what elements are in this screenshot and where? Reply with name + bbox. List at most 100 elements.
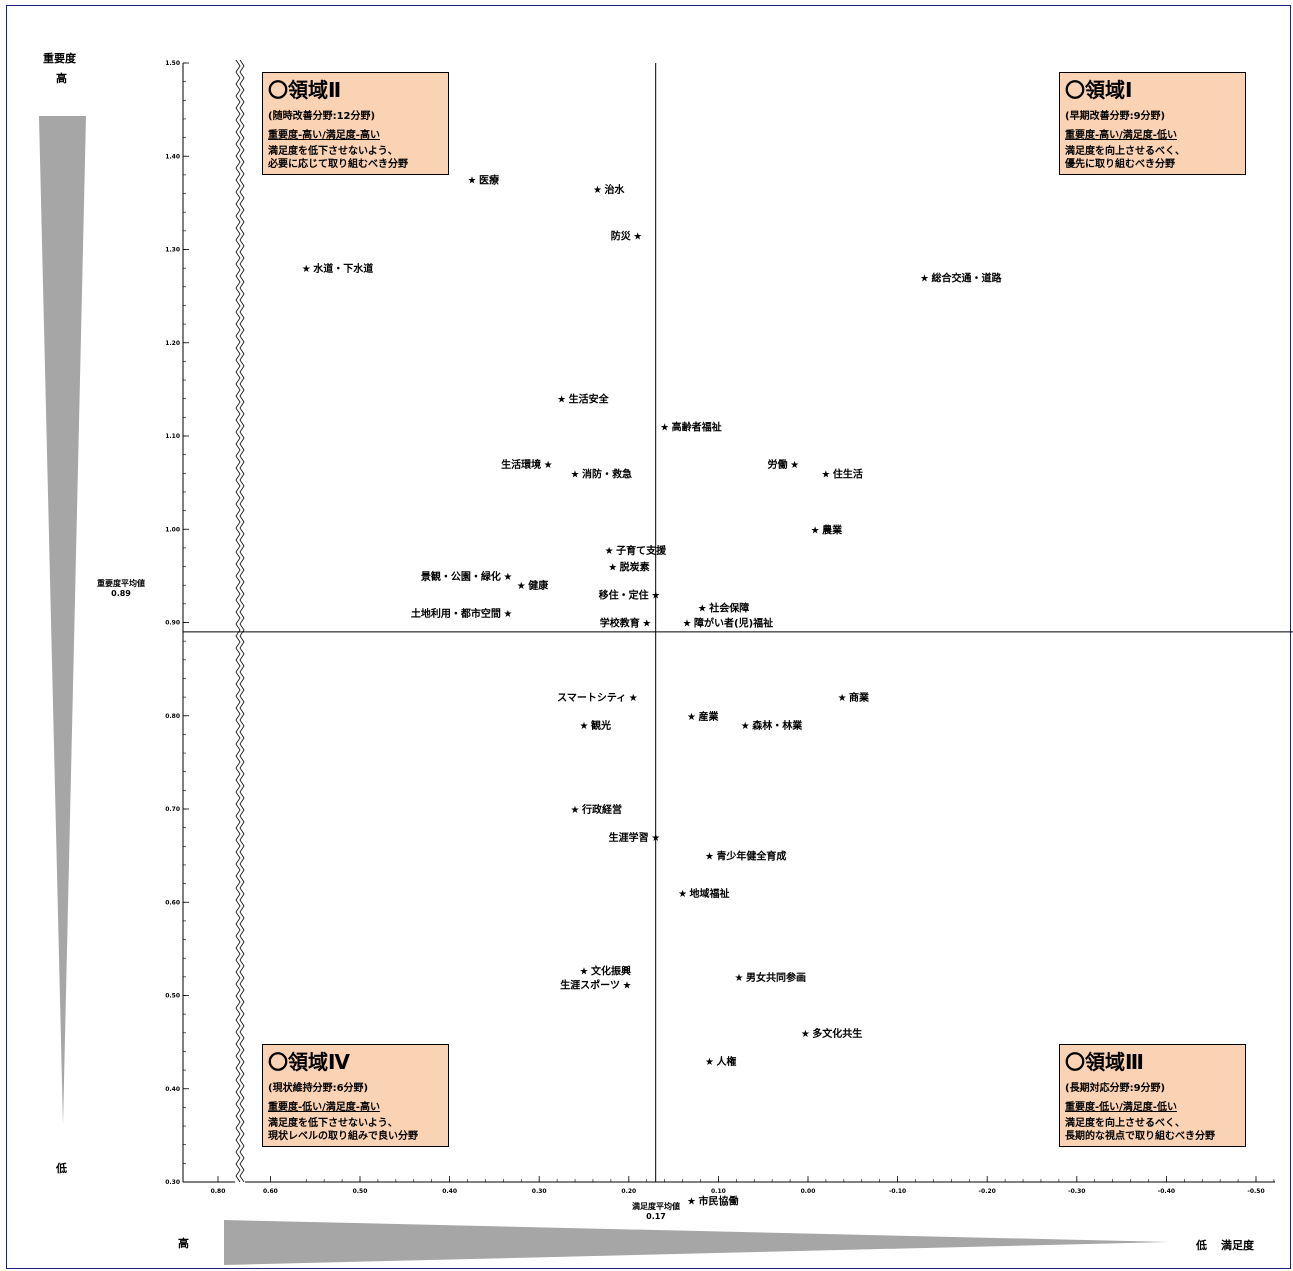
y-tick-label: 0.80	[165, 713, 180, 720]
data-point-star: ★	[571, 469, 580, 480]
data-point-label: 治水	[604, 183, 625, 196]
quadrant-3-title: 〇領域Ⅲ	[1065, 1050, 1144, 1074]
data-point-star: ★	[698, 604, 707, 615]
data-point-star: ★	[651, 833, 660, 844]
data-point-label: 住生活	[833, 467, 863, 480]
data-point-star: ★	[660, 423, 669, 434]
data-point-label: 商業	[849, 691, 870, 704]
data-point: ★ 男女共同参画	[735, 971, 806, 984]
data-point-label: 労働	[768, 458, 788, 471]
data-point: ★ 農業	[811, 523, 843, 536]
data-point: ★ 住生活	[821, 467, 862, 480]
data-point: ★ 総合交通・道路	[920, 271, 1002, 284]
data-point-label: 健康	[528, 579, 549, 592]
data-point-star: ★	[642, 619, 651, 630]
data-point: ★ 子育て支援	[605, 544, 667, 557]
data-point-label: 高齢者福祉	[672, 421, 722, 434]
data-point-star: ★	[705, 852, 714, 863]
importance-high-label: 高	[56, 72, 67, 85]
quadrant-4-subtitle: (現状維持分野:6分野)	[268, 1083, 369, 1094]
data-point: ★ 文化振興	[580, 964, 631, 977]
data-point: ★ 水道・下水道	[302, 262, 373, 275]
x-tick-label: 0.20	[621, 1188, 636, 1195]
y-tick-label: 1.00	[165, 526, 180, 533]
x-tick-label: -0.40	[1158, 1188, 1175, 1195]
y-tick-label: 1.30	[165, 247, 180, 254]
quadrant-4-desc-line1: 満足度を低下させないよう、	[268, 1118, 398, 1129]
y-tick-label: 0.60	[165, 899, 180, 906]
importance-scale-triangle	[39, 116, 86, 1125]
x-average-title: 満足度平均値	[632, 1202, 680, 1211]
y-tick-label: 1.50	[165, 60, 180, 67]
data-points: ★ 医療★ 治水★防災★ 水道・下水道★ 総合交通・道路★ 生活安全★ 高齢者福祉★生活環境…	[302, 174, 1003, 1208]
data-point-label: 総合交通・道路	[931, 271, 1002, 284]
quadrant-2-description: 満足度を低下させないよう、 必要に応じて取り組むべき分野	[268, 145, 443, 171]
data-point-star: ★	[801, 1029, 810, 1040]
data-point-star: ★	[623, 980, 632, 991]
x-tick-label: -0.50	[1247, 1188, 1264, 1195]
x-tick-label: -0.30	[1068, 1188, 1085, 1195]
quadrant-1-title: 〇領域Ⅰ	[1065, 78, 1133, 102]
data-point-star: ★	[608, 563, 617, 574]
data-point-star: ★	[687, 712, 696, 723]
y-tick-label: 0.50	[165, 993, 180, 1000]
data-point-star: ★	[629, 693, 638, 704]
data-point-label: 水道・下水道	[312, 262, 373, 275]
data-point-star: ★	[544, 460, 553, 471]
data-point: ★ 行政経営	[571, 803, 622, 816]
data-point: ★学校教育	[600, 617, 652, 630]
y-tick-label: 0.70	[165, 806, 180, 813]
quadrant-4-description: 満足度を低下させないよう、 現状レベルの取り組みで良い分野	[268, 1117, 443, 1143]
importance-low-label: 低	[56, 1162, 67, 1175]
x-tick-label: -0.10	[889, 1188, 906, 1195]
x-average-value: 0.17	[646, 1212, 666, 1221]
data-point: ★ 健康	[517, 579, 549, 592]
y-tick-label: 0.90	[165, 620, 180, 627]
quadrant-4-title: 〇領域Ⅳ	[268, 1050, 350, 1074]
data-point: ★ 地域福祉	[678, 887, 729, 900]
quadrant-1-desc-line2: 優先に取り組むべき分野	[1065, 159, 1175, 170]
quadrant-1-box: 〇領域Ⅰ (早期改善分野:9分野) 重要度-高い/満足度-低い 満足度を向上させ…	[1059, 72, 1246, 175]
importance-scale-title: 重要度	[43, 52, 76, 65]
data-point: ★ 産業	[687, 710, 719, 723]
data-point: ★ 社会保障	[698, 602, 749, 615]
data-point: ★ 青少年健全育成	[705, 850, 786, 863]
data-point-label: 農業	[822, 523, 843, 536]
data-point-label: 地域福祉	[690, 887, 730, 900]
quadrant-2-desc-line1: 満足度を低下させないよう、	[268, 146, 398, 157]
figure-frame	[6, 5, 1291, 1269]
x-tick-label: 0.80	[211, 1188, 226, 1195]
data-point-label: 観光	[591, 719, 611, 732]
x-average-label: 満足度平均値 0.17	[620, 1201, 692, 1221]
data-point-label: 消防・救急	[582, 467, 632, 480]
x-tick-label: -0.20	[979, 1188, 996, 1195]
data-point-star: ★	[687, 1197, 696, 1208]
data-point-star: ★	[811, 525, 820, 536]
quadrant-3-condition: 重要度-低い/満足度-低い	[1065, 1102, 1177, 1113]
data-point-label: 移住・定住	[599, 589, 649, 602]
axis-break-line	[239, 59, 245, 1183]
quadrant-4-box: 〇領域Ⅳ (現状維持分野:6分野) 重要度-低い/満足度-高い 満足度を低下させ…	[262, 1044, 449, 1147]
quadrant-3-desc-line2: 長期的な視点で取り組むべき分野	[1065, 1131, 1215, 1142]
data-point-label: 男女共同参画	[746, 971, 806, 984]
quadrant-1-subtitle: (早期改善分野:9分野)	[1065, 111, 1166, 122]
data-point-star: ★	[678, 889, 687, 900]
data-point-label: 医療	[479, 174, 499, 187]
data-point-label: 学校教育	[600, 617, 640, 630]
average-lines	[183, 63, 1293, 1182]
data-point-label: 社会保障	[708, 602, 749, 615]
data-point: ★ 障がい者(児)福祉	[683, 617, 774, 630]
quadrant-1-description: 満足度を向上させるべく、 優先に取り組むべき分野	[1065, 145, 1240, 171]
data-point-label: 生活環境	[501, 458, 541, 471]
data-point-star: ★	[705, 1057, 714, 1068]
data-point-label: 文化振興	[591, 964, 631, 977]
data-point: ★ 医療	[468, 174, 499, 187]
data-point-label: 多文化共生	[812, 1027, 862, 1040]
quadrant-4-condition: 重要度-低い/満足度-高い	[268, 1102, 380, 1113]
satisfaction-high-label: 高	[178, 1237, 189, 1250]
data-point-star: ★	[838, 693, 847, 704]
data-point-star: ★	[651, 591, 660, 602]
data-point-label: 土地利用・都市空間	[411, 607, 501, 620]
y-tick-label: 1.10	[165, 433, 180, 440]
